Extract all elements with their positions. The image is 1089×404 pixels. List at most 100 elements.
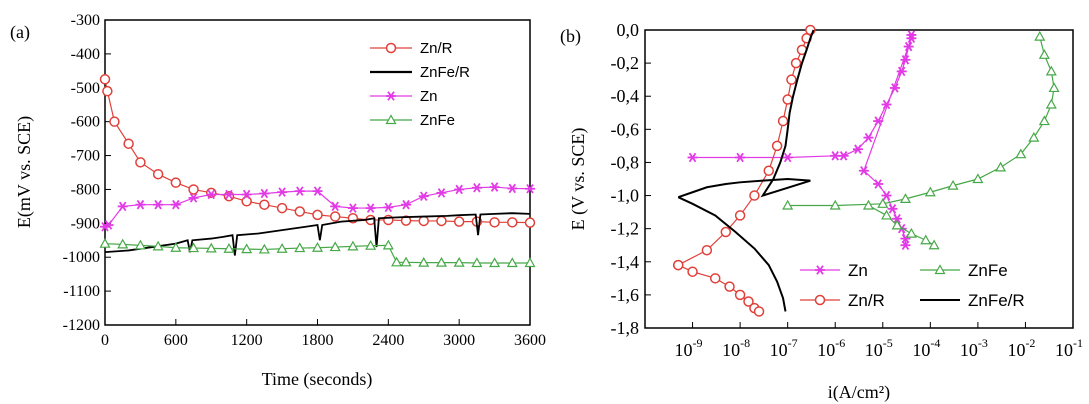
panel-a-legend-entry-zn-r-marker [385, 42, 397, 54]
panel-a-series-znfe-point [223, 243, 235, 253]
panel-b-series-zn-point-stroke-d2 [907, 33, 916, 44]
panel-b-series-zn-r-point [763, 165, 774, 176]
panel-a-series-znfe-point-shape [258, 243, 270, 254]
panel-a-series-zn-r-point [436, 215, 447, 227]
panel-a-series-znfe-point-shape [471, 257, 483, 268]
panel-b-series-zn-point [782, 152, 793, 163]
panel-b-y-tick-label: -1,8 [611, 318, 640, 338]
panel-b-series-zn-point [838, 151, 849, 161]
panel-b-series-zn-r-point-shape [753, 306, 765, 317]
panel-a-legend-entry-zn-marker-stroke-d2 [387, 91, 395, 101]
panel-b-series-znfe-point-shape [829, 199, 841, 210]
panel-a-series-znfe-point-shape [117, 238, 129, 249]
panel-b-series-zn-point [906, 33, 917, 44]
panel-b-x-tick-label: 10-2 [1007, 336, 1035, 360]
panel-a-y-tick-label: -400 [71, 46, 100, 63]
panel-b-series-zn-point [687, 152, 698, 163]
panel-b-series-zn-point [900, 55, 911, 65]
panel-a-series-znfe-point [471, 257, 483, 268]
panel-a-series-zn-point [471, 182, 482, 193]
panel-a-series-zn-point-stroke-d2 [260, 188, 269, 199]
panel-b-series-zn-point-stroke-d2 [860, 165, 868, 176]
panel-a-series-zn-point [223, 189, 234, 200]
panel-b-series-znfe-point-shape [972, 173, 984, 184]
panel-b-x-tick-exponent: -3 [978, 336, 988, 350]
panel-a-series-zn-r-point-shape [102, 85, 113, 97]
panel-b-series-zn-r-point-shape [701, 244, 713, 256]
panel-a-series-zn-point [525, 183, 535, 194]
panel-a-series-zn-point-stroke-d2 [437, 188, 446, 198]
panel-a-axis-ticks: 0 600 1200 1800 2400 3000 3600 -300 -400 -500 -600… [63, 12, 546, 349]
panel-b-series-zn-r-point-shape [734, 210, 746, 221]
panel-a-series-znfe-point [276, 243, 288, 253]
panel-a-series-zn-point-stroke-d2 [366, 203, 375, 213]
panel-b-series-zn-point-stroke-d2 [891, 83, 899, 93]
panel-a-y-tick-label: -1100 [63, 283, 100, 300]
panel-a-series-zn-point-stroke-d2 [331, 201, 339, 212]
panel-a-series-zn-r-line [104, 79, 531, 224]
panel-a-series-zn-point [188, 193, 199, 203]
panel-a-series-zn-point-stroke-d2 [118, 201, 127, 212]
panel-a-label: (a) [10, 22, 30, 43]
panel-a-y-tick-label: -600 [71, 114, 100, 131]
panel-a-series-zn-r-point [135, 157, 146, 168]
panel-b: (b) 10-9 10-8 10-7 10-6 10-5 10-4 10-3 10-2 10-1… [560, 20, 1083, 403]
panel-b-series-znfe-point [1038, 49, 1050, 59]
panel-b-series-zn-point [881, 190, 892, 201]
panel-b-series-zn-r-point [749, 190, 760, 201]
panel-b-series-zn-point [889, 83, 900, 93]
panel-b-legend-entry-znfe: ZnFe [920, 261, 1008, 280]
panel-a-series-zn-point-stroke-d2 [296, 186, 304, 196]
panel-b-series-zn-r-point-shape [743, 296, 754, 307]
panel-b-legend-entry-znfe-label: ZnFe [968, 261, 1008, 280]
panel-a-x-tick-label: 1800 [302, 332, 334, 349]
panel-b-plot-frame [644, 29, 1074, 329]
panel-a-series-zn-point [241, 189, 252, 200]
panel-b-series-znfe-point-shape [924, 186, 936, 197]
panel-a-series-zn-r-point [109, 116, 120, 127]
panel-b-series-zn-r-point [771, 140, 783, 152]
panel-a-series-zn-r-point-shape [489, 217, 500, 228]
panel-b-series-znfe-point-shape [877, 198, 889, 208]
panel-a-series-znfe-point-shape [170, 242, 182, 252]
panel-b-series-zn-r-point-shape [672, 259, 684, 271]
panel-b-series-znfe-point-shape [920, 234, 932, 245]
panel-a-series-zn-r-point-shape [123, 138, 134, 149]
panel-a-series-zn-point [170, 199, 181, 210]
panel-b-x-tick-label: 10-8 [722, 336, 750, 360]
panel-a-series-znfe-point [524, 257, 536, 268]
panel-a-series-znfe-point-shape [241, 243, 253, 254]
panel-a-series-znfe-point [188, 242, 200, 253]
panel-b-series-znfe-point [891, 219, 903, 230]
panel-b-x-tick-label: 10-6 [817, 336, 845, 360]
panel-a-series-zn-point [277, 187, 288, 197]
panel-a-legend: Zn/R ZnFe/R Zn ZnFe [370, 40, 470, 129]
panel-b-series-znfe-point [1045, 98, 1057, 109]
panel-a-series-zn-point-stroke-d2 [136, 199, 145, 210]
panel-b-legend-entry-zn-r: Zn/R [800, 291, 885, 310]
panel-b-legend-entry-znfe-r: ZnFe/R [920, 291, 1025, 310]
panel-b-legend-entry-znfe-r-label: ZnFe/R [968, 291, 1025, 310]
panel-b-series [672, 24, 1060, 317]
panel-b-label: (b) [560, 26, 581, 47]
panel-a-series-znfe-point-shape [435, 256, 447, 267]
panel-a-series-zn-r-point-shape [188, 184, 199, 195]
panel-b-series-zn-point [873, 179, 884, 189]
panel-a-series-zn-r-point-shape [276, 202, 288, 214]
panel-b-series-zn-r-point [672, 259, 684, 271]
panel-b-series-znfe-line [787, 36, 1055, 207]
panel-b-series-zn-r-point-shape [763, 165, 774, 176]
panel-a-series-zn-point [454, 184, 465, 195]
panel-b-series-znfe-point [1038, 115, 1050, 126]
panel-b-axis-ticks: 10-9 10-8 10-7 10-6 10-5 10-4 10-3 10-2 10-1 0,0 -… [611, 20, 1084, 360]
panel-b-legend-entry-zn-marker [815, 265, 825, 275]
panel-b-series-zn-r-point [687, 266, 698, 277]
panel-a-series-znfe-point-shape [99, 237, 111, 248]
panel-a-series-zn-r-point-shape [507, 217, 518, 228]
panel-a-legend-entry-zn: Zn [370, 88, 438, 105]
panel-a-series-zn-point-stroke-d2 [420, 191, 428, 201]
panel-b-series-znfe-point-shape [1045, 98, 1057, 109]
panel-b-series-znfe-point [829, 199, 841, 210]
panel-a-series-zn-r-point [276, 202, 288, 214]
panel-a-y-tick-label: -500 [71, 80, 100, 97]
